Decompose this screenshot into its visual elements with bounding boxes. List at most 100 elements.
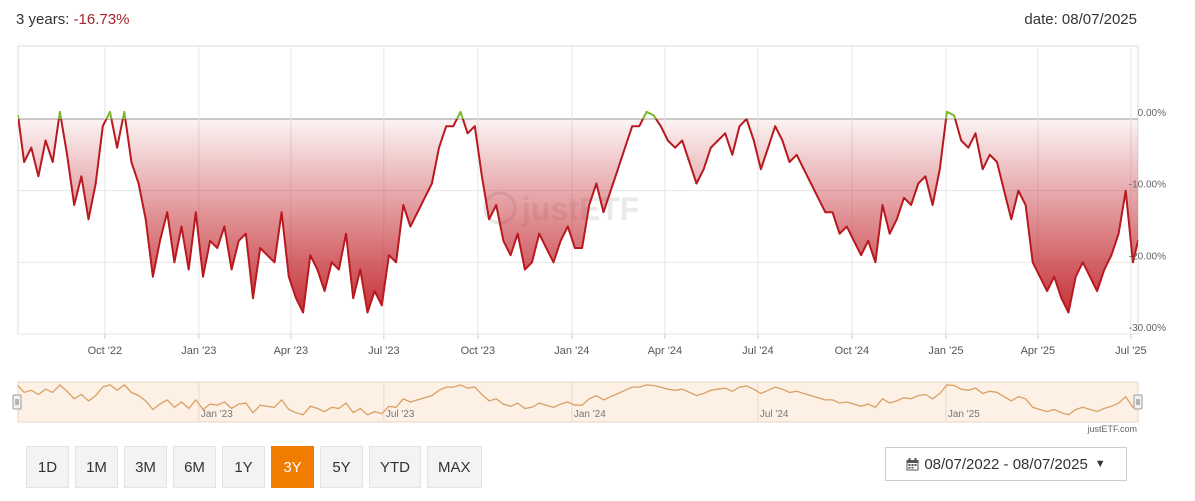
data-point bbox=[1017, 190, 1020, 192]
data-point bbox=[703, 168, 705, 170]
range-button-max[interactable]: MAX bbox=[427, 446, 482, 488]
range-button-3y[interactable]: 3Y bbox=[271, 446, 314, 488]
data-point bbox=[102, 125, 104, 127]
data-point bbox=[338, 268, 340, 271]
range-button-5y[interactable]: 5Y bbox=[320, 446, 363, 488]
navigator[interactable]: Jan '23 Jul '23 Jan '24 Jul '24 Jan '25 bbox=[12, 381, 1143, 423]
x-tick-label: Jul '25 bbox=[1115, 345, 1146, 357]
data-point bbox=[1118, 233, 1120, 235]
drawdown-chart[interactable]: justETF 0.00%-10.00%-20.00%-30.00% Oct '… bbox=[0, 0, 1195, 440]
data-point bbox=[116, 147, 118, 149]
range-button-3m[interactable]: 3M bbox=[124, 446, 167, 488]
data-point bbox=[281, 211, 283, 213]
data-point bbox=[774, 125, 776, 127]
x-tick-label: Apr '24 bbox=[648, 345, 683, 357]
data-point bbox=[1082, 261, 1084, 263]
x-tick-label: Jan '23 bbox=[181, 345, 216, 357]
data-point bbox=[674, 147, 676, 149]
range-button-6m[interactable]: 6M bbox=[173, 446, 216, 488]
data-point bbox=[710, 147, 712, 149]
data-point bbox=[660, 125, 662, 127]
data-point bbox=[152, 276, 154, 278]
data-point bbox=[538, 233, 540, 235]
data-point bbox=[95, 182, 97, 185]
data-point bbox=[424, 197, 426, 199]
data-points bbox=[17, 111, 1139, 314]
y-tick-label: -20.00% bbox=[1129, 251, 1166, 262]
data-point bbox=[788, 161, 791, 163]
data-point bbox=[309, 254, 311, 256]
data-point bbox=[631, 125, 633, 127]
y-tick-label: -30.00% bbox=[1129, 323, 1166, 334]
data-point bbox=[1103, 268, 1105, 271]
data-point bbox=[495, 204, 497, 206]
above-zero-line bbox=[18, 110, 957, 119]
navigator-label: Jul '23 bbox=[386, 409, 415, 420]
period-label: 3 years: bbox=[16, 11, 70, 28]
x-tick-labels: Oct '22 Jan '23 Apr '23 Jul '23 Oct '23 Jan '… bbox=[88, 345, 1147, 357]
x-tick-label: Jul '23 bbox=[368, 345, 399, 357]
data-point bbox=[331, 261, 333, 263]
data-point bbox=[359, 268, 361, 271]
data-point bbox=[1125, 190, 1127, 192]
data-point bbox=[388, 254, 390, 256]
data-point bbox=[1137, 240, 1139, 242]
data-point bbox=[302, 311, 304, 314]
data-point bbox=[467, 132, 469, 134]
data-point bbox=[452, 125, 454, 127]
data-point bbox=[1096, 290, 1098, 292]
range-button-1m[interactable]: 1M bbox=[75, 446, 118, 488]
credits[interactable]: justETF.com bbox=[1086, 424, 1137, 434]
data-point bbox=[939, 168, 941, 170]
data-point bbox=[295, 297, 297, 299]
x-tick-label: Oct '22 bbox=[88, 345, 123, 357]
data-point bbox=[831, 211, 834, 213]
data-point bbox=[1075, 276, 1077, 278]
data-point bbox=[1032, 261, 1034, 263]
data-point bbox=[502, 240, 504, 242]
data-point bbox=[731, 154, 733, 156]
range-button-1d[interactable]: 1D bbox=[26, 446, 69, 488]
x-tick-label: Jan '25 bbox=[928, 345, 963, 357]
data-point bbox=[803, 168, 805, 170]
data-point bbox=[545, 247, 547, 249]
data-point bbox=[488, 218, 490, 220]
data-point bbox=[1110, 254, 1112, 256]
data-point bbox=[846, 225, 848, 228]
data-point bbox=[717, 139, 719, 142]
data-point bbox=[202, 276, 204, 278]
data-point bbox=[459, 111, 462, 113]
data-point bbox=[960, 139, 962, 142]
data-point bbox=[946, 111, 948, 113]
data-point bbox=[653, 114, 655, 116]
data-point bbox=[796, 154, 798, 156]
data-point bbox=[352, 297, 354, 299]
range-button-1y[interactable]: 1Y bbox=[222, 446, 265, 488]
data-point bbox=[1039, 276, 1041, 278]
data-point bbox=[560, 240, 562, 242]
data-point bbox=[109, 111, 111, 113]
y-tick-label: -10.00% bbox=[1129, 180, 1166, 191]
x-tick-label: Oct '24 bbox=[835, 345, 870, 357]
navigator-handle-right[interactable] bbox=[1133, 394, 1143, 410]
data-point bbox=[316, 268, 318, 271]
data-point bbox=[602, 211, 605, 213]
data-point bbox=[37, 175, 40, 177]
data-point bbox=[17, 114, 19, 116]
data-point bbox=[238, 240, 240, 242]
data-point bbox=[753, 139, 755, 142]
data-point bbox=[481, 175, 483, 177]
range-button-ytd[interactable]: YTD bbox=[369, 446, 421, 488]
data-point bbox=[624, 147, 626, 149]
data-point bbox=[781, 139, 784, 142]
navigator-handle-left[interactable] bbox=[12, 394, 22, 410]
data-point bbox=[810, 182, 812, 185]
data-point bbox=[896, 218, 898, 220]
data-point bbox=[223, 225, 225, 228]
data-point bbox=[760, 168, 762, 170]
data-point bbox=[724, 132, 726, 134]
data-point bbox=[231, 268, 233, 271]
x-tick-label: Jan '24 bbox=[554, 345, 589, 357]
data-point bbox=[982, 168, 984, 170]
date-range-picker[interactable]: 08/07/2022 - 08/07/2025 ▼ bbox=[885, 447, 1127, 481]
